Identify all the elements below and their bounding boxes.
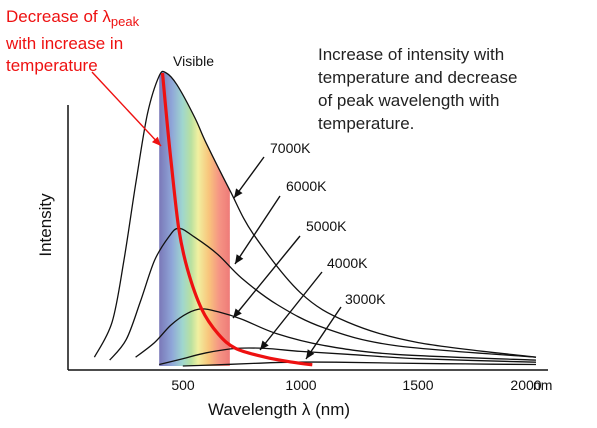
x-tick-label: 500 bbox=[171, 377, 195, 393]
curve-7000k bbox=[93, 70, 537, 358]
curve-4000k bbox=[159, 347, 537, 366]
label-arrows bbox=[91, 71, 342, 360]
visible-label: Visible bbox=[173, 53, 214, 69]
temp-label-6000k: 6000K bbox=[286, 178, 327, 194]
x-tick-label: 1000 bbox=[285, 377, 317, 393]
arrow-peak-trend bbox=[91, 71, 162, 147]
annotation-line1: Decrease of λ bbox=[6, 7, 111, 26]
x-unit-label: nm bbox=[533, 377, 553, 393]
axes bbox=[67, 105, 548, 371]
temp-label-4000k: 4000K bbox=[327, 255, 368, 271]
annotation-line3: temperature bbox=[6, 56, 98, 75]
intensity-note: Increase of intensity with temperature a… bbox=[318, 43, 588, 135]
temp-label-3000k: 3000K bbox=[345, 291, 386, 307]
annotation-subscript: peak bbox=[110, 14, 140, 29]
curve-5000k bbox=[135, 308, 537, 361]
annotation-line2: with increase in bbox=[6, 34, 124, 53]
temp-label-5000k: 5000K bbox=[306, 218, 347, 234]
note-line: of peak wavelength with bbox=[318, 91, 500, 110]
temp-label-7000k: 7000K bbox=[270, 140, 311, 156]
arrow-3000k bbox=[305, 306, 342, 360]
arrow-4000k bbox=[259, 271, 323, 351]
visible-spectrum-band bbox=[159, 71, 230, 366]
arrow-5000k bbox=[232, 235, 301, 319]
curve-6000k bbox=[109, 227, 537, 361]
x-tick-label: 1500 bbox=[402, 377, 434, 393]
x-tick-label: 2000 bbox=[510, 377, 542, 393]
intensity-curves bbox=[93, 70, 537, 367]
peak-trend-line bbox=[160, 72, 313, 367]
arrow-7000k bbox=[233, 156, 265, 199]
note-line: temperature and decrease bbox=[318, 68, 518, 87]
x-axis-title: Wavelength λ (nm) bbox=[208, 400, 351, 419]
y-axis-title: Intensity bbox=[36, 193, 55, 257]
arrow-6000k bbox=[234, 195, 281, 265]
note-line: temperature. bbox=[318, 114, 415, 133]
peak-decrease-annotation: Decrease of λpeak with increase in tempe… bbox=[6, 6, 139, 77]
note-line: Increase of intensity with bbox=[318, 45, 505, 64]
curve-3000k bbox=[182, 361, 537, 367]
